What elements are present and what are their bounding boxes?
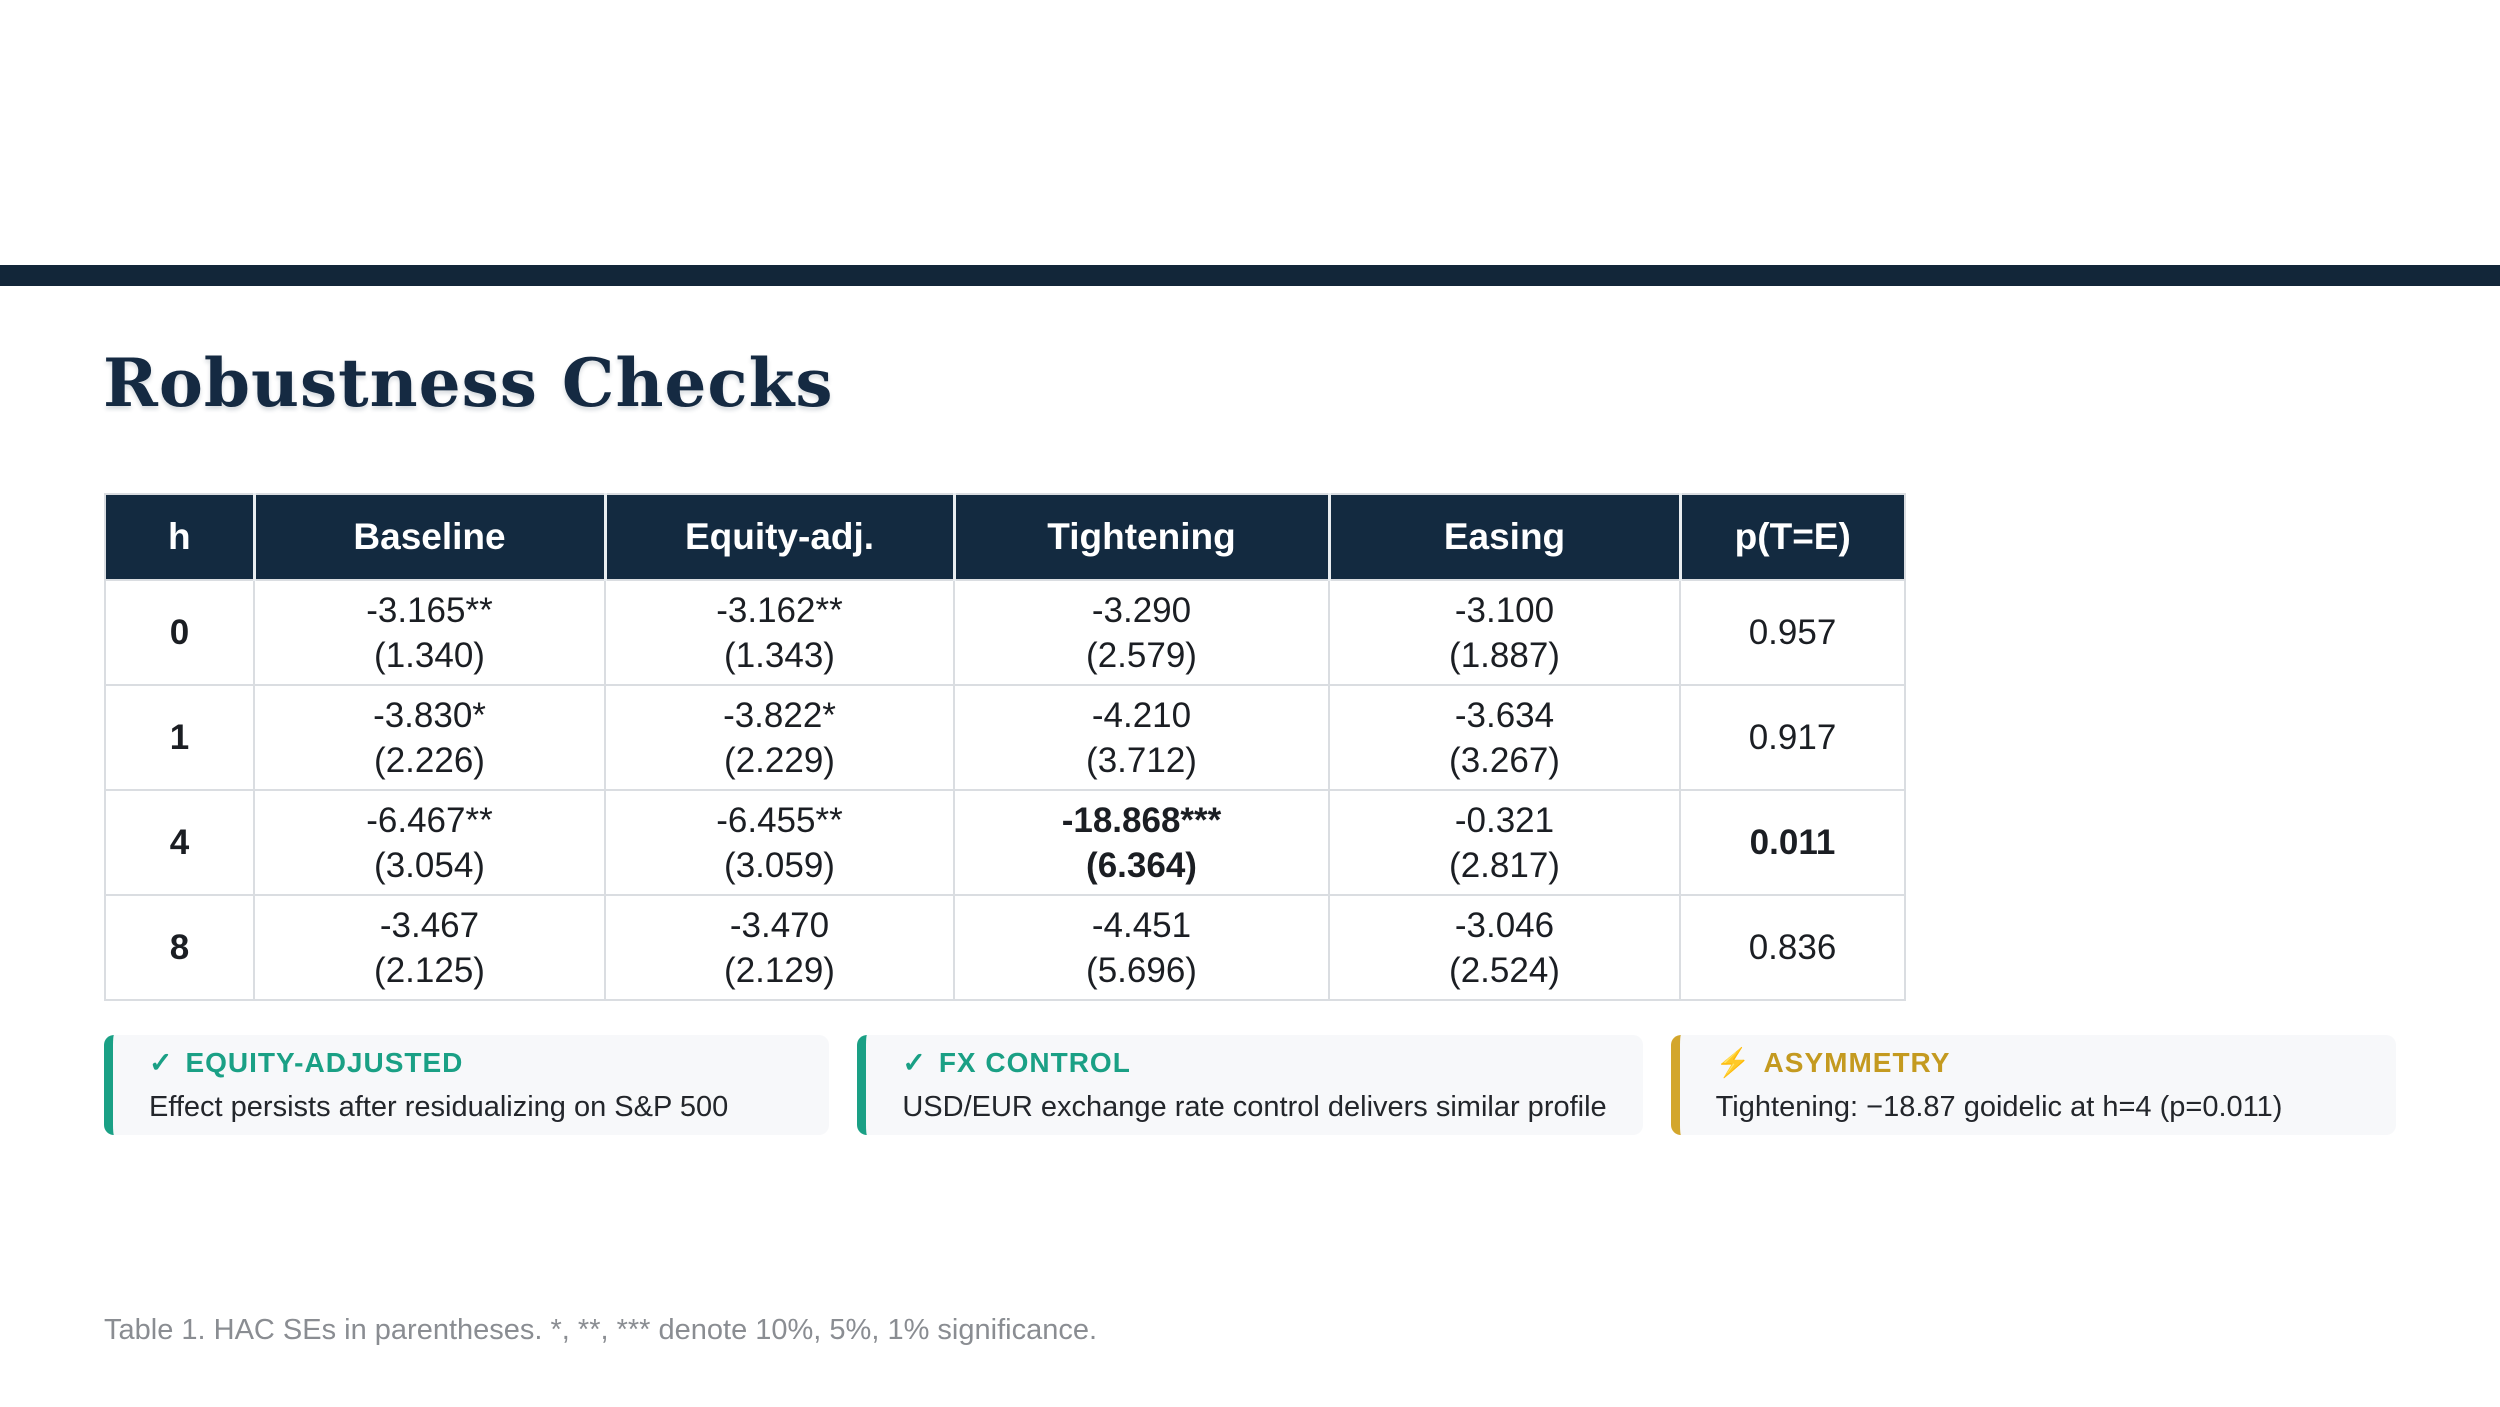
lightning-bolt-icon: ⚡ xyxy=(1715,1047,1752,1078)
cell-h0-equity-adj: -3.162** (1.343) xyxy=(604,579,955,686)
cell-h1-baseline: -3.830* (2.226) xyxy=(253,684,606,791)
table-row-h0: 0 -3.165** (1.340) -3.162** (1.343) -3.2… xyxy=(104,579,1906,686)
callout-body: USD/EUR exchange rate control delivers s… xyxy=(902,1091,1607,1123)
coef-value: -3.290 xyxy=(1091,590,1192,630)
cell-h0-baseline: -3.165** (1.340) xyxy=(253,579,606,686)
col-header-equity-adj: Equity-adj. xyxy=(603,493,955,581)
coef-value: -4.451 xyxy=(1091,905,1192,945)
callout-fx-control: ✓ FX CONTROL USD/EUR exchange rate contro… xyxy=(857,1035,1643,1135)
coef-value: -3.100 xyxy=(1454,590,1555,630)
h-cell: 4 xyxy=(104,789,255,896)
callout-title-text: FX CONTROL xyxy=(938,1047,1131,1078)
callout-equity-adjusted: ✓ EQUITY-ADJUSTED Effect persists after r… xyxy=(104,1035,830,1135)
se-value: (2.579) xyxy=(1086,635,1197,675)
cell-h8-equity-adj: -3.470 (2.129) xyxy=(604,894,955,1001)
top-accent-bar xyxy=(0,265,2500,286)
col-header-p-t-e: p(T=E) xyxy=(1678,493,1906,581)
col-header-baseline: Baseline xyxy=(252,493,606,581)
cell-h8-easing: -3.046 (2.524) xyxy=(1328,894,1681,1001)
coef-value: -3.830* xyxy=(373,695,486,735)
h-cell: 8 xyxy=(104,894,255,1001)
coef-value: -3.822* xyxy=(723,695,836,735)
coef-value: -3.046 xyxy=(1454,905,1555,945)
se-value: (1.887) xyxy=(1449,635,1560,675)
cell-h1-easing: -3.634 (3.267) xyxy=(1328,684,1681,791)
table-footnote: Table 1. HAC SEs in parentheses. *, **, … xyxy=(104,1314,1098,1346)
cell-h0-tightening: -3.290 (2.579) xyxy=(953,579,1330,686)
cell-h8-baseline: -3.467 (2.125) xyxy=(253,894,606,1001)
callouts-row: ✓ EQUITY-ADJUSTED Effect persists after r… xyxy=(104,1035,2397,1135)
se-value: (3.059) xyxy=(724,845,835,885)
cell-h4-equity-adj: -6.455** (3.059) xyxy=(604,789,955,896)
col-header-h: h xyxy=(104,493,255,581)
coef-value: -6.455** xyxy=(716,800,843,840)
callout-body: Tightening: −18.87 goidelic at h=4 (p=0.… xyxy=(1715,1091,2283,1123)
coef-value: -18.868*** xyxy=(1061,800,1222,840)
table-row-h1: 1 -3.830* (2.226) -3.822* (2.229) -4.210… xyxy=(104,684,1906,791)
coef-value: -4.210 xyxy=(1091,695,1192,735)
robustness-table: h Baseline Equity-adj. Tightening Easing… xyxy=(104,493,1906,1001)
check-icon: ✓ xyxy=(149,1047,174,1078)
se-value: (2.817) xyxy=(1449,845,1560,885)
cell-h4-p: 0.011 xyxy=(1679,789,1906,896)
callout-title: ✓ FX CONTROL xyxy=(902,1046,1606,1079)
h-cell: 0 xyxy=(104,579,255,686)
table-row-h4: 4 -6.467** (3.054) -6.455** (3.059) -18.… xyxy=(104,789,1906,896)
callout-asymmetry: ⚡ ASYMMETRY Tightening: −18.87 goidelic a… xyxy=(1670,1035,2397,1135)
cell-h4-easing: -0.321 (2.817) xyxy=(1328,789,1681,896)
callout-title-text: EQUITY-ADJUSTED xyxy=(185,1047,464,1078)
coef-value: -3.470 xyxy=(729,905,830,945)
coef-value: -0.321 xyxy=(1454,800,1555,840)
se-value: (3.054) xyxy=(374,845,485,885)
se-value: (2.226) xyxy=(374,740,485,780)
col-header-easing: Easing xyxy=(1327,493,1681,581)
se-value: (2.129) xyxy=(724,950,835,990)
coef-value: -3.162** xyxy=(716,590,843,630)
coef-value: -3.467 xyxy=(379,905,480,945)
callout-body: Effect persists after residualizing on S… xyxy=(149,1091,729,1123)
cell-h1-equity-adj: -3.822* (2.229) xyxy=(604,684,955,791)
cell-h1-p: 0.917 xyxy=(1679,684,1906,791)
table-header-row: h Baseline Equity-adj. Tightening Easing… xyxy=(104,493,1906,581)
callout-title: ⚡ ASYMMETRY xyxy=(1716,1046,2360,1079)
cell-h0-easing: -3.100 (1.887) xyxy=(1328,579,1681,686)
se-value: (6.364) xyxy=(1086,845,1197,885)
se-value: (2.524) xyxy=(1449,950,1560,990)
callout-title: ✓ EQUITY-ADJUSTED xyxy=(149,1046,793,1079)
se-value: (5.696) xyxy=(1086,950,1197,990)
coef-value: -6.467** xyxy=(366,800,493,840)
cell-h8-tightening: -4.451 (5.696) xyxy=(953,894,1330,1001)
se-value: (2.125) xyxy=(374,950,485,990)
col-header-tightening: Tightening xyxy=(952,493,1330,581)
se-value: (3.267) xyxy=(1449,740,1560,780)
cell-h1-tightening: -4.210 (3.712) xyxy=(953,684,1330,791)
cell-h0-p: 0.957 xyxy=(1679,579,1906,686)
cell-h4-tightening: -18.868*** (6.364) xyxy=(953,789,1330,896)
se-value: (1.340) xyxy=(374,635,485,675)
cell-h8-p: 0.836 xyxy=(1679,894,1906,1001)
se-value: (2.229) xyxy=(724,740,835,780)
coef-value: -3.634 xyxy=(1454,695,1555,735)
table-row-h8: 8 -3.467 (2.125) -3.470 (2.129) -4.451 (… xyxy=(104,894,1906,1001)
h-cell: 1 xyxy=(104,684,255,791)
check-icon: ✓ xyxy=(902,1047,927,1078)
callout-title-text: ASYMMETRY xyxy=(1763,1047,1951,1078)
se-value: (1.343) xyxy=(724,635,835,675)
page-title: Robustness Checks xyxy=(103,344,834,422)
se-value: (3.712) xyxy=(1086,740,1197,780)
cell-h4-baseline: -6.467** (3.054) xyxy=(253,789,606,896)
coef-value: -3.165** xyxy=(366,590,493,630)
